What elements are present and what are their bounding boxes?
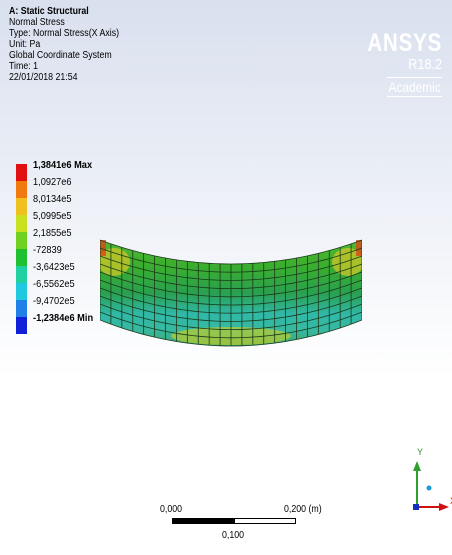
scale-segment-light xyxy=(234,518,296,524)
scale-bar: 0,000 0,200 (m) 0,100 xyxy=(160,504,322,552)
legend-color-band xyxy=(16,283,27,300)
mesh-line xyxy=(100,279,362,306)
beam-contour-plot[interactable] xyxy=(100,232,362,358)
legend-label[interactable]: 2,1855e5 xyxy=(33,227,72,239)
ansys-logo: ANSYS R18.2 Academic xyxy=(351,30,442,97)
result-info-panel: A: Static Structural Normal Stress Type:… xyxy=(9,6,134,83)
result-unit: Unit: Pa xyxy=(9,39,41,50)
coordinate-triad[interactable]: Y X xyxy=(405,445,452,525)
mesh-line xyxy=(100,271,362,298)
mesh-line xyxy=(100,255,362,281)
legend-label[interactable]: 1,3841e6 Max xyxy=(33,159,93,171)
beam-stress-zone xyxy=(332,248,362,276)
triad-x-arrowhead xyxy=(439,503,449,511)
legend-label[interactable]: 5,0995e5 xyxy=(33,210,72,222)
mesh-line xyxy=(100,247,362,273)
brand-version: R18.2 xyxy=(407,56,442,73)
beam-stress-peak xyxy=(356,240,362,256)
mesh-line xyxy=(100,287,362,314)
legend-label[interactable]: -1,2384e6 Min xyxy=(33,312,94,324)
legend-label[interactable]: -6,5562e5 xyxy=(33,278,75,290)
scale-mid-label: 0,100 xyxy=(222,530,245,541)
legend-color-band xyxy=(16,249,27,266)
result-time: Time: 1 xyxy=(9,61,39,72)
result-type: Type: Normal Stress(X Axis) xyxy=(9,28,120,39)
legend-color-band xyxy=(16,232,27,249)
brand-name: ANSYS xyxy=(367,29,442,57)
scale-segment-dark xyxy=(172,518,234,524)
mesh-line xyxy=(100,239,362,265)
mesh-line xyxy=(100,295,362,322)
legend-label[interactable]: -3,6423e5 xyxy=(33,261,75,273)
analysis-title: A: Static Structural xyxy=(9,6,89,17)
scale-start-label: 0,000 xyxy=(160,504,183,515)
scale-end-label: 0,200 (m) xyxy=(284,504,322,515)
legend-label[interactable]: 8,0134e5 xyxy=(33,193,72,205)
legend-label[interactable]: -72839 xyxy=(33,244,62,256)
legend-label[interactable]: -9,4702e5 xyxy=(33,295,75,307)
mesh-line xyxy=(100,311,362,339)
triad-y-label: Y xyxy=(417,447,423,457)
triad-origin xyxy=(413,504,419,510)
legend-color-band xyxy=(16,300,27,317)
mesh-line xyxy=(100,263,362,290)
legend-color-band xyxy=(16,215,27,232)
legend-color-band xyxy=(16,266,27,283)
beam-stress-zone xyxy=(100,248,130,276)
legend-color-band xyxy=(16,317,27,334)
triad-y-arrowhead xyxy=(413,461,421,471)
legend-color-band xyxy=(16,164,27,181)
beam-stress-peak xyxy=(100,240,106,256)
result-timestamp: 22/01/2018 21:54 xyxy=(9,72,78,83)
result-name: Normal Stress xyxy=(9,17,65,28)
mesh-line xyxy=(100,303,362,331)
triad-z-dot xyxy=(426,485,432,491)
triad-x-label: X xyxy=(450,496,452,506)
legend-color-band xyxy=(16,198,27,215)
scale-ruler xyxy=(172,518,296,524)
legend-color-band xyxy=(16,181,27,198)
mesh-line xyxy=(100,319,362,347)
legend-label[interactable]: 1,0927e6 xyxy=(33,176,72,188)
license-badge: Academic xyxy=(386,77,442,97)
coordinate-system: Global Coordinate System xyxy=(9,50,112,61)
